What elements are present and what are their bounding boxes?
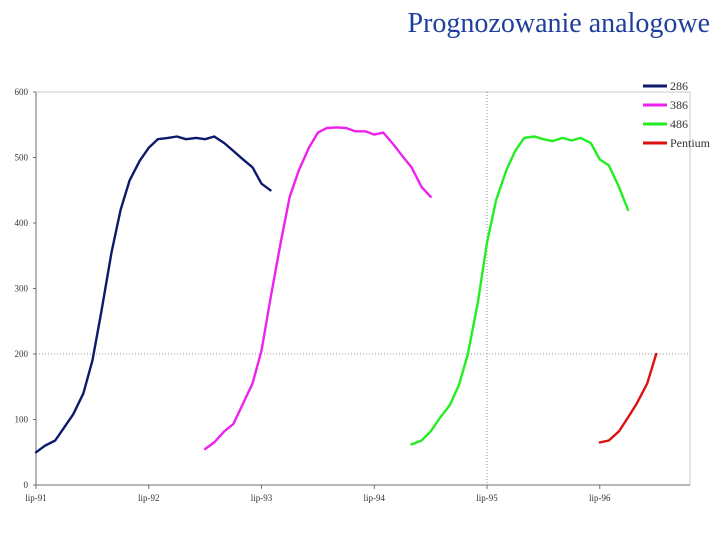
series-line-386: [203, 126, 432, 451]
legend-label-pentium: Pentium: [670, 136, 711, 150]
y-tick-label: 500: [15, 153, 29, 163]
series-line-pentium: [598, 352, 658, 444]
y-tick-label: 200: [15, 349, 29, 359]
slide-title: Prognozowanie analogowe: [407, 8, 710, 39]
x-tick-label: lip-91: [25, 493, 47, 503]
legend-label-386: 386: [670, 98, 688, 112]
chart-axes: 0 100 200 300 400 500 600 lip-91 lip-92 lip-93 lip…: [15, 87, 691, 503]
x-tick-label: lip-95: [476, 493, 498, 503]
y-tick-label: 600: [15, 87, 29, 97]
y-tick-label: 400: [15, 218, 29, 228]
y-tick-label: 100: [15, 415, 29, 425]
plot-frame: [35, 91, 691, 486]
chart-grid: [36, 92, 690, 485]
y-tick-label: 0: [24, 480, 29, 490]
legend-label-486: 486: [670, 117, 688, 131]
y-tick-label: 300: [15, 284, 29, 294]
legend-label-286: 286: [670, 79, 688, 93]
x-tick-label: lip-92: [138, 493, 160, 503]
x-tick-label: lip-94: [364, 493, 386, 503]
series-line-286: [34, 135, 272, 454]
x-tick-label: lip-93: [251, 493, 273, 503]
chart-series-group: [34, 126, 658, 454]
x-tick-label: lip-96: [589, 493, 611, 503]
series-line-486: [410, 135, 630, 446]
chart-legend: 286 386 486 Pentium: [643, 79, 711, 150]
